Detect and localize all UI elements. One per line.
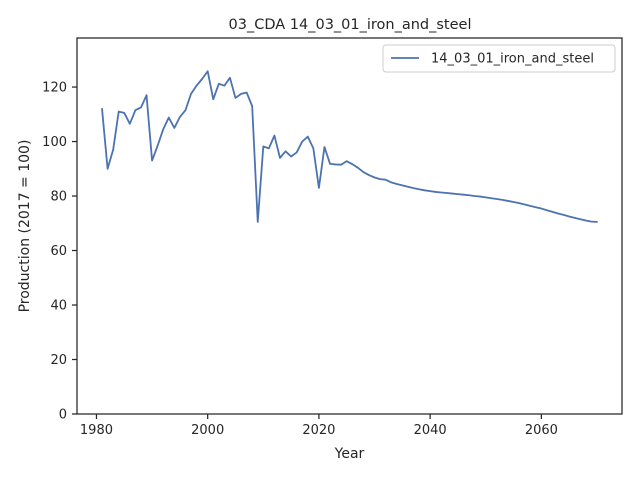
chart-title: 03_CDA 14_03_01_iron_and_steel <box>229 17 472 33</box>
x-tick-label: 2020 <box>302 423 335 438</box>
x-axis-label: Year <box>334 446 365 462</box>
x-tick-label: 2060 <box>525 423 558 438</box>
y-tick-label: 120 <box>42 81 67 96</box>
series-line <box>101 70 598 223</box>
legend-box <box>382 44 616 73</box>
legend: 14_03_01_iron_and_steel <box>382 44 616 73</box>
y-tick-label: 80 <box>50 190 67 205</box>
x-tick-label: 1980 <box>80 423 113 438</box>
y-axis-label: Production (2017 = 100) <box>17 140 33 313</box>
y-tick-label: 40 <box>50 299 67 314</box>
legend-label: 14_03_01_iron_and_steel <box>431 52 594 67</box>
y-tick-label: 20 <box>50 353 67 368</box>
y-tick-label: 100 <box>42 135 67 150</box>
series-layer <box>101 70 598 223</box>
y-tick-label: 0 <box>59 408 67 423</box>
x-tick-label: 2000 <box>191 423 224 438</box>
y-tick-label: 60 <box>50 244 67 259</box>
plot-frame <box>76 37 623 415</box>
x-tick-label: 2040 <box>414 423 447 438</box>
